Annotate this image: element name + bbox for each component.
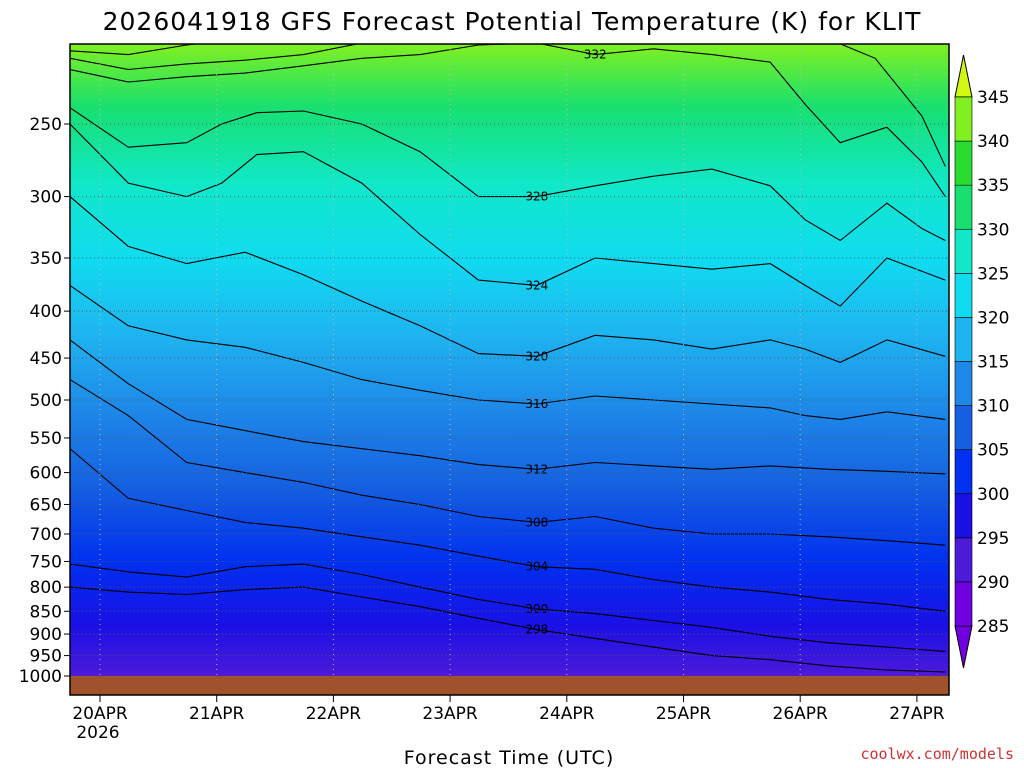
chart-title: 2026041918 GFS Forecast Potential Temper…	[103, 7, 922, 36]
isentrope-label-312: 312	[525, 462, 548, 476]
colorbar-bin-300	[954, 449, 973, 495]
colorbar-tick-label-300: 300	[977, 485, 1009, 505]
isentrope-332	[70, 44, 946, 197]
isentrope-label-320: 320	[525, 349, 548, 363]
grid-lines	[70, 44, 949, 676]
y-tick-label-300: 300	[30, 188, 62, 208]
x-tick-label-25APR: 25APR	[656, 704, 712, 724]
y-tick-label-900: 900	[30, 625, 62, 645]
colorbar-bin-315	[954, 317, 973, 362]
colorbar-bin-340	[954, 96, 973, 142]
x-tick-label-27APR: 27APR	[889, 704, 945, 724]
plot-frame	[69, 43, 950, 696]
y-tick-label-800: 800	[30, 578, 62, 598]
y-tick-label-650: 650	[30, 495, 62, 515]
colorbar	[954, 54, 973, 669]
y-tick-label-950: 950	[30, 647, 62, 667]
y-tick-label-700: 700	[30, 525, 62, 545]
isentrope-label-304: 304	[525, 560, 548, 574]
credit-text: coolwx.com/models	[860, 745, 1014, 763]
colorbar-bin-290	[954, 537, 973, 583]
y-tick-label-1000: 1000	[19, 667, 62, 687]
isentrope-label-298: 298	[525, 623, 548, 637]
y-tick-label-750: 750	[30, 552, 62, 572]
isentrope-label-332: 332	[584, 48, 607, 62]
colorbar-tick-label-320: 320	[977, 308, 1009, 328]
x-tick-label-26APR: 26APR	[773, 704, 829, 724]
colorbar-tick-label-315: 315	[977, 353, 1009, 373]
colorbar-bin-330	[954, 184, 973, 230]
y-tick-label-350: 350	[30, 249, 62, 269]
x-tick-label-20APR: 20APR	[72, 704, 128, 724]
y-tick-label-400: 400	[30, 302, 62, 322]
colorbar-tick-label-310: 310	[977, 397, 1009, 417]
x-tick-label-22APR: 22APR	[306, 704, 362, 724]
x-axis-tick-labels: 20APR 21APR 22APR 23APR 24APR 25APR 26APR 27APR	[72, 695, 945, 724]
isentrope-label-300: 300	[525, 602, 548, 616]
ground-terrain	[70, 676, 949, 695]
colorbar-tick-label-285: 285	[977, 617, 1009, 637]
x-tick-label-21APR: 21APR	[189, 704, 245, 724]
isentrope-label-324: 324	[525, 278, 548, 292]
colorbar-bin-310	[954, 361, 973, 406]
y-tick-label-600: 600	[30, 464, 62, 484]
colorbar-tick-label-345: 345	[977, 88, 1009, 108]
colorbar-bin-335	[954, 140, 973, 186]
colorbar-bin-295	[954, 493, 973, 539]
isentrope-316	[70, 284, 946, 420]
colorbar-tick-label-290: 290	[977, 573, 1009, 593]
isentrope-298	[70, 586, 946, 673]
colorbar-bin-325	[954, 228, 973, 274]
isentrope-320	[70, 196, 946, 363]
x-axis-year-label: 2026	[76, 723, 119, 743]
y-tick-label-450: 450	[30, 349, 62, 369]
isentrope-label-316: 316	[525, 397, 548, 411]
colorbar-tick-label-305: 305	[977, 441, 1009, 461]
colorbar-extend-low	[954, 625, 973, 669]
isentrope-label-328: 328	[525, 190, 548, 204]
isentrope-312	[70, 339, 946, 475]
colorbar-bin-320	[954, 273, 973, 318]
isentrope-328	[70, 107, 946, 242]
y-axis-tick-labels: 250 300 350 400 450 500 550 600 650 700 750 800 850 9…	[19, 115, 70, 687]
x-tick-label-23APR: 23APR	[422, 704, 478, 724]
colorbar-tick-labels: 285 290 295 300 305 310 315 320 325 330 335 340 345	[977, 88, 1009, 637]
potential-temperature-field	[70, 44, 949, 676]
colorbar-bin-285	[954, 581, 973, 627]
isentrope-340	[70, 44, 203, 56]
x-axis-title: Forecast Time (UTC)	[404, 747, 614, 768]
isentrope-304	[70, 448, 946, 612]
isentrope-label-308: 308	[525, 515, 548, 529]
colorbar-tick-label-295: 295	[977, 529, 1009, 549]
x-tick-label-24APR: 24APR	[539, 704, 595, 724]
colorbar-bin-305	[954, 405, 973, 450]
isentrope-336	[70, 44, 946, 167]
isentrope-308	[70, 379, 946, 546]
isentrope-300	[70, 563, 946, 652]
colorbar-tick-label-330: 330	[977, 220, 1009, 240]
y-tick-label-250: 250	[30, 115, 62, 135]
isentrope-324	[70, 123, 946, 307]
colorbar-tick-label-335: 335	[977, 176, 1009, 196]
colorbar-tick-label-325: 325	[977, 264, 1009, 284]
y-tick-label-550: 550	[30, 429, 62, 449]
colorbar-tick-label-340: 340	[977, 132, 1009, 152]
colorbar-extend-high	[954, 54, 973, 98]
y-tick-label-500: 500	[30, 391, 62, 411]
y-tick-label-850: 850	[30, 602, 62, 622]
